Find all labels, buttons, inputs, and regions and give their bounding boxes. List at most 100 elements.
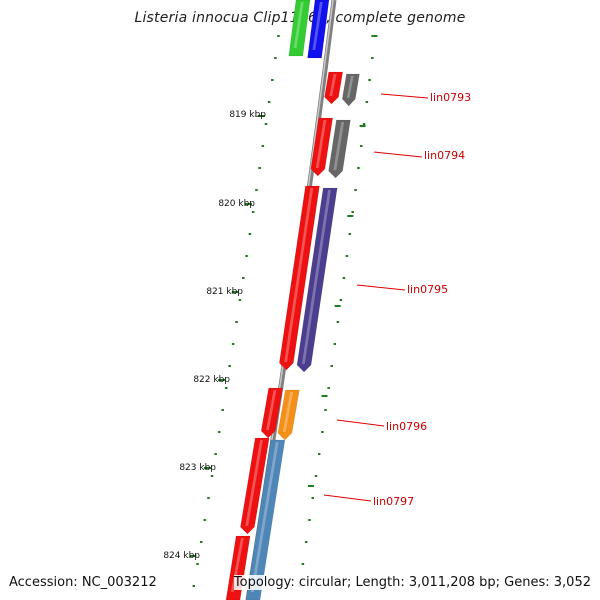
scale-labels: 819 kbp 820 kbp 821 kbp 822 kbp 823 kbp … bbox=[163, 110, 266, 561]
gene-label-lin0795[interactable]: lin0795 bbox=[407, 283, 448, 296]
cds-lin0794-shading bbox=[315, 120, 327, 168]
tick-mark bbox=[231, 343, 235, 345]
tick-mark bbox=[360, 145, 363, 147]
feature-top-blue-shading bbox=[312, 2, 323, 50]
tick-mark bbox=[203, 519, 207, 521]
leader-lin0794 bbox=[373, 151, 423, 158]
tick-mark bbox=[274, 57, 277, 59]
leader-lin0795 bbox=[356, 284, 406, 291]
tick-mark bbox=[264, 123, 268, 125]
tick-mark bbox=[371, 35, 378, 37]
tick-mark bbox=[207, 497, 210, 499]
gene-lin0795[interactable] bbox=[296, 187, 338, 373]
tick-mark bbox=[362, 123, 366, 125]
tick-mark bbox=[330, 365, 333, 367]
tick-mark bbox=[258, 167, 261, 169]
tick-mark bbox=[228, 365, 231, 367]
tick-mark bbox=[371, 57, 374, 59]
tick-mark bbox=[304, 541, 308, 543]
tick-mark bbox=[351, 211, 354, 213]
tick-mark bbox=[277, 35, 280, 37]
tick-mark bbox=[314, 475, 318, 477]
tick-mark bbox=[224, 387, 228, 389]
tick-mark bbox=[357, 167, 360, 169]
tick-mark bbox=[231, 291, 239, 293]
tick-mark bbox=[342, 277, 346, 279]
feature-track bbox=[225, 0, 360, 600]
cds-lin0797[interactable] bbox=[240, 437, 270, 535]
tick-mark bbox=[321, 431, 324, 433]
tick-mark bbox=[210, 475, 214, 477]
tick-mark bbox=[261, 145, 265, 147]
tick-mark bbox=[251, 211, 255, 213]
tick-mark bbox=[368, 79, 371, 81]
tick-mark bbox=[339, 299, 343, 301]
scale-label-824: 824 kbp bbox=[163, 551, 200, 561]
tick-mark bbox=[348, 233, 352, 235]
tick-mark bbox=[255, 189, 258, 191]
gene-lin0797-shading bbox=[250, 442, 279, 592]
tick-mark bbox=[217, 431, 221, 433]
tick-mark bbox=[354, 189, 357, 191]
scale-label-821: 821 kbp bbox=[206, 287, 243, 297]
tick-mark bbox=[307, 485, 314, 487]
tick-mark bbox=[324, 409, 327, 411]
accession-label: Accession: NC_003212 bbox=[9, 575, 157, 590]
tick-mark bbox=[245, 255, 248, 257]
gene-lin0796-shading bbox=[282, 392, 294, 432]
tick-mark bbox=[301, 563, 305, 565]
cds-lin0796[interactable] bbox=[260, 387, 283, 439]
tick-mark bbox=[336, 321, 340, 323]
tick-mark bbox=[365, 101, 369, 103]
tick-mark bbox=[196, 563, 199, 565]
gene-label-lin0793[interactable]: lin0793 bbox=[430, 91, 471, 104]
gene-lin0796[interactable] bbox=[277, 389, 300, 441]
gene-label-lin0796[interactable]: lin0796 bbox=[386, 420, 427, 433]
cds-lin0795-shading bbox=[284, 188, 314, 362]
scale-label-823: 823 kbp bbox=[179, 463, 216, 473]
tick-mark bbox=[242, 277, 245, 279]
tick-mark bbox=[248, 233, 252, 235]
gene-label-lin0797[interactable]: lin0797 bbox=[373, 495, 414, 508]
cds-lin0794[interactable] bbox=[310, 117, 333, 177]
scale-label-822: 822 kbp bbox=[193, 375, 230, 385]
gene-lin0795-shading bbox=[301, 190, 331, 364]
tick-mark bbox=[347, 215, 354, 217]
leader-lin0797 bbox=[323, 494, 372, 502]
tick-mark bbox=[214, 453, 217, 455]
tick-mark bbox=[327, 387, 330, 389]
feature-top-blue[interactable] bbox=[307, 0, 330, 59]
tick-mark bbox=[199, 541, 203, 543]
cds-lin0793[interactable] bbox=[324, 71, 344, 105]
tick-mark bbox=[238, 299, 242, 301]
tick-mark bbox=[317, 453, 321, 455]
tick-mark bbox=[218, 379, 226, 381]
tick-mark bbox=[333, 343, 337, 345]
leader-lin0793 bbox=[380, 93, 429, 99]
tick-mark bbox=[359, 125, 366, 127]
gene-lin0794[interactable] bbox=[328, 119, 351, 179]
leader-lin0796 bbox=[336, 419, 385, 427]
gene-lin0797[interactable] bbox=[245, 439, 286, 600]
gene-lin0793[interactable] bbox=[341, 73, 360, 107]
feature-top-green[interactable] bbox=[288, 0, 311, 57]
gene-labels: lin0793 lin0794 lin0795 lin0796 lin0797 bbox=[323, 91, 471, 508]
cds-lin0795[interactable] bbox=[279, 185, 320, 371]
tick-mark bbox=[192, 585, 196, 587]
scale-label-820: 820 kbp bbox=[218, 199, 255, 209]
gene-lin0794-shading bbox=[333, 122, 345, 170]
tick-mark bbox=[221, 409, 224, 411]
tick-mark bbox=[189, 555, 197, 557]
cds-lin0793-shading bbox=[329, 74, 337, 96]
tick-mark bbox=[244, 203, 252, 205]
cds-lin0796-shading bbox=[266, 390, 277, 430]
cds-bottom[interactable] bbox=[225, 535, 251, 600]
genome-summary: Topology: circular; Length: 3,011,208 bp… bbox=[233, 575, 591, 590]
gene-label-lin0794[interactable]: lin0794 bbox=[424, 149, 465, 162]
tick-mark bbox=[345, 255, 349, 257]
tick-mark bbox=[308, 519, 311, 521]
tick-mark bbox=[235, 321, 238, 323]
tick-marks bbox=[189, 35, 378, 587]
tick-mark bbox=[257, 115, 265, 117]
